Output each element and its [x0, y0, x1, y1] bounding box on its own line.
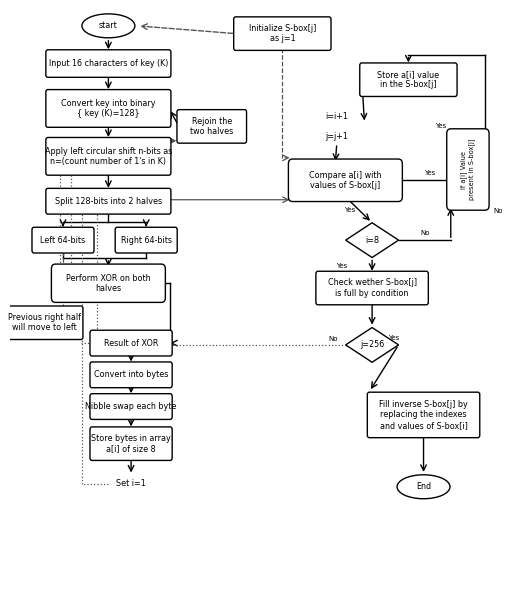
Text: Result of XOR: Result of XOR	[104, 338, 158, 347]
Text: Set i=1: Set i=1	[116, 479, 146, 488]
Text: Nibble swap each byte: Nibble swap each byte	[85, 402, 177, 411]
Text: Yes: Yes	[336, 263, 348, 269]
Text: No: No	[420, 230, 430, 236]
Text: No: No	[328, 336, 338, 342]
Text: Left 64-bits: Left 64-bits	[41, 236, 85, 245]
Text: End: End	[416, 482, 431, 491]
Text: Initialize S-box[j]
as j=1: Initialize S-box[j] as j=1	[249, 24, 316, 43]
FancyBboxPatch shape	[360, 63, 457, 97]
FancyBboxPatch shape	[367, 392, 480, 437]
FancyBboxPatch shape	[316, 271, 428, 305]
Text: Previous right half
will move to left: Previous right half will move to left	[8, 313, 81, 332]
Text: Store bytes in array
a[i] of size 8: Store bytes in array a[i] of size 8	[91, 434, 171, 454]
Text: Apply left circular shift n-bits as
n=(count number of 1's in K): Apply left circular shift n-bits as n=(c…	[45, 146, 172, 166]
Polygon shape	[346, 223, 399, 257]
Text: Fill inverse S-box[j] by
replacing the indexes
and values of S-box[i]: Fill inverse S-box[j] by replacing the i…	[379, 400, 468, 430]
Polygon shape	[346, 328, 399, 362]
Text: If a[i] Value
present in S-box[j]: If a[i] Value present in S-box[j]	[460, 139, 475, 200]
Text: Perform XOR on both
halves: Perform XOR on both halves	[66, 274, 151, 293]
Text: Yes: Yes	[435, 124, 447, 130]
Text: i=i+1

j=j+1: i=i+1 j=j+1	[325, 112, 348, 142]
FancyBboxPatch shape	[234, 17, 331, 50]
FancyBboxPatch shape	[32, 227, 94, 253]
FancyBboxPatch shape	[46, 89, 171, 127]
Ellipse shape	[82, 14, 135, 38]
Text: Store a[i] value
in the S-box[j]: Store a[i] value in the S-box[j]	[377, 70, 439, 89]
FancyBboxPatch shape	[90, 362, 172, 388]
Text: Split 128-bits into 2 halves: Split 128-bits into 2 halves	[55, 197, 162, 206]
FancyBboxPatch shape	[177, 110, 247, 143]
FancyBboxPatch shape	[46, 137, 171, 175]
Text: i=8: i=8	[365, 236, 379, 245]
Ellipse shape	[397, 475, 450, 499]
Text: Right 64-bits: Right 64-bits	[121, 236, 171, 245]
Text: Convert into bytes: Convert into bytes	[94, 370, 168, 379]
Text: Convert key into binary
{ key (K)=128}: Convert key into binary { key (K)=128}	[61, 99, 156, 118]
Text: Rejoin the
two halves: Rejoin the two halves	[190, 117, 233, 136]
FancyBboxPatch shape	[288, 159, 402, 202]
Text: Check wether S-box[j]
is full by condition: Check wether S-box[j] is full by conditi…	[328, 278, 417, 298]
FancyBboxPatch shape	[90, 394, 172, 419]
FancyBboxPatch shape	[46, 188, 171, 214]
FancyBboxPatch shape	[52, 264, 165, 302]
FancyBboxPatch shape	[90, 330, 172, 356]
Text: j=256: j=256	[360, 340, 384, 349]
FancyBboxPatch shape	[90, 427, 172, 460]
Text: Compare a[i] with
values of S-box[j]: Compare a[i] with values of S-box[j]	[309, 170, 382, 190]
FancyBboxPatch shape	[46, 50, 171, 77]
FancyBboxPatch shape	[115, 227, 177, 253]
Text: No: No	[493, 208, 503, 214]
Text: Input 16 characters of key (K): Input 16 characters of key (K)	[49, 59, 168, 68]
Text: Yes: Yes	[344, 207, 355, 213]
Text: Yes: Yes	[424, 170, 435, 176]
FancyBboxPatch shape	[6, 306, 83, 340]
FancyBboxPatch shape	[447, 129, 489, 210]
Text: Yes: Yes	[388, 335, 400, 341]
Text: start: start	[99, 22, 118, 31]
